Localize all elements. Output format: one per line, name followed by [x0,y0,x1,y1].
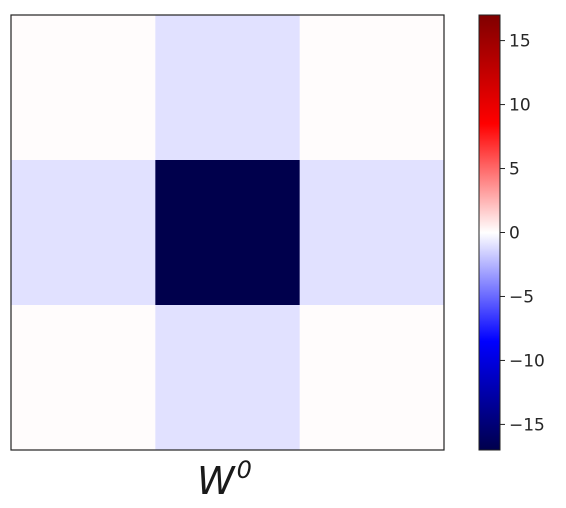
heatmap-cell-r1-c2 [299,160,445,306]
heatmap-cells [11,15,445,451]
x-axis-label-superscript: 0 [237,456,252,484]
heatmap-cell-r0-c1 [155,15,301,161]
colorbar-tick-label: −10 [509,351,545,371]
x-axis-label-base: W [197,459,236,503]
colorbar-tick-label: 0 [509,224,520,244]
colorbar-tick-label: 15 [509,32,531,52]
colorbar [478,14,501,451]
heatmap-cell-r1-c0 [11,160,156,306]
colorbar-tick-label: 5 [509,160,520,180]
x-axis-label: W0 [197,456,252,503]
heatmap-cell-r2-c1 [155,305,301,451]
colorbar-tick-label: 10 [509,96,531,116]
heatmap-cell-r2-c2 [299,305,445,451]
heatmap-cell-r1-c1 [155,160,301,306]
colorbar-ticks: 15 10 5 0 −5 −10 −15 [500,32,545,435]
heatmap-cell-r2-c0 [11,305,156,451]
heatmap-cell-r0-c2 [299,15,445,161]
heatmap-frame [10,14,445,451]
heatmap-cell-r0-c0 [11,15,156,161]
colorbar-tick-label: −5 [509,287,534,307]
colorbar-tick-label: −15 [509,415,545,435]
